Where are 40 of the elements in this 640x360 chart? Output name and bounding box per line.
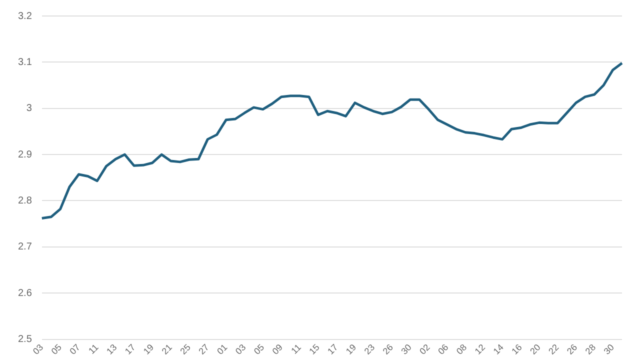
x-tick-label: 26 xyxy=(564,342,580,356)
x-tick-label: 11 xyxy=(289,342,303,356)
x-tick-label: 30 xyxy=(399,342,414,356)
x-tick-label: 05 xyxy=(252,342,266,356)
x-tick-label: 11 xyxy=(86,342,100,356)
x-tick-label: 16 xyxy=(510,342,524,356)
y-tick-label: 2.7 xyxy=(18,242,32,253)
x-tick-label: 15 xyxy=(307,342,322,356)
x-tick-label: 06 xyxy=(436,342,450,356)
y-tick-label: 2.8 xyxy=(18,195,32,206)
x-tick-label: 27 xyxy=(196,342,211,356)
y-tick-label: 2.9 xyxy=(18,149,32,160)
y-tick-label: 3 xyxy=(26,103,32,114)
x-tick-label: 23 xyxy=(362,342,377,356)
x-tick-label: 22 xyxy=(546,342,561,356)
x-tick-label: 01 xyxy=(215,342,230,356)
x-tick-label: 07 xyxy=(68,342,82,356)
y-tick-label: 3.2 xyxy=(18,10,32,22)
y-tick-label: 2.6 xyxy=(18,288,32,299)
x-tick-label: 28 xyxy=(583,342,598,356)
x-tick-label: 19 xyxy=(141,342,156,356)
x-tick-label: 19 xyxy=(344,342,358,356)
x-tick-label: 03 xyxy=(233,342,248,356)
x-tick-label: 30 xyxy=(602,342,616,356)
x-tick-label: 12 xyxy=(472,342,488,356)
x-tick-label: 25 xyxy=(178,342,192,356)
x-tick-label: 13 xyxy=(104,342,119,356)
y-tick-label: 2.5 xyxy=(18,334,32,346)
x-tick-label: 26 xyxy=(380,342,395,356)
x-tick-label: 08 xyxy=(454,342,469,356)
x-tick-label: 21 xyxy=(160,342,174,356)
x-tick-label: 20 xyxy=(528,342,542,356)
y-tick-label: 3.1 xyxy=(18,56,32,68)
x-tick-label: 14 xyxy=(491,342,506,356)
x-tick-label: 09 xyxy=(270,342,284,356)
x-tick-label: 17 xyxy=(326,342,340,356)
x-tick-label: 17 xyxy=(123,342,138,356)
x-tick-label: 05 xyxy=(49,342,64,356)
x-tick-label: 02 xyxy=(418,342,432,356)
x-tick-label: 03 xyxy=(30,342,46,356)
